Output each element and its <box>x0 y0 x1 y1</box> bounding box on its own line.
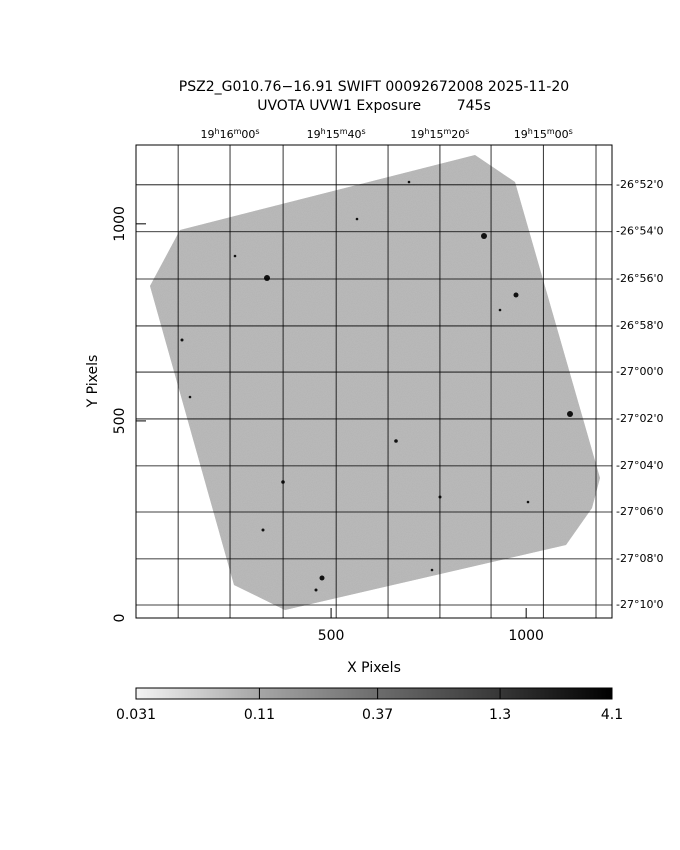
dec-tick-label: -27°06'0 <box>616 505 664 518</box>
dec-tick-label: -26°54'0 <box>616 225 664 238</box>
dec-tick-label: -27°02'0 <box>616 412 664 425</box>
dec-tick-label: -27°00'0 <box>616 365 664 378</box>
ra-tick-label: 19h15m00s <box>514 127 573 142</box>
y-tick-label: 500 <box>112 408 128 435</box>
ra-tick-label: 19h15m20s <box>410 127 469 142</box>
colorbar-tick-label: 0.11 <box>244 707 275 723</box>
exposure-field <box>150 155 600 610</box>
plot-frame <box>135 144 613 619</box>
colorbar-tick-label: 1.3 <box>489 707 511 723</box>
x-tick-label: 1000 <box>508 628 544 644</box>
colorbar-tick-label: 4.1 <box>601 707 623 723</box>
colorbar-tick-label: 0.37 <box>362 707 393 723</box>
dec-tick-label: -26°58'0 <box>616 319 664 332</box>
colorbar <box>135 687 613 700</box>
x-tick-label: 500 <box>318 628 345 644</box>
y-axis-label: Y Pixels <box>85 355 101 409</box>
title: PSZ2_G010.76−16.91 SWIFT 00092672008 202… <box>179 79 569 95</box>
ra-tick-label: 19h16m00s <box>201 127 260 142</box>
dec-tick-label: -27°04'0 <box>616 459 664 472</box>
colorbar-tick-label: 0.031 <box>116 707 156 723</box>
ra-tick-label: 19h15m40s <box>307 127 366 142</box>
dec-tick-label: -26°52'0 <box>616 178 664 191</box>
image <box>150 155 600 610</box>
dec-tick-label: -26°56'0 <box>616 272 664 285</box>
x-axis-label: X Pixels <box>347 660 401 676</box>
dec-tick-label: -27°10'0 <box>616 598 664 611</box>
y-tick-label: 1000 <box>112 206 128 242</box>
dec-tick-label: -27°08'0 <box>616 552 664 565</box>
y-tick-label: 0 <box>112 614 128 623</box>
subtitle: UVOTA UVW1 Exposure 745s <box>257 98 491 114</box>
